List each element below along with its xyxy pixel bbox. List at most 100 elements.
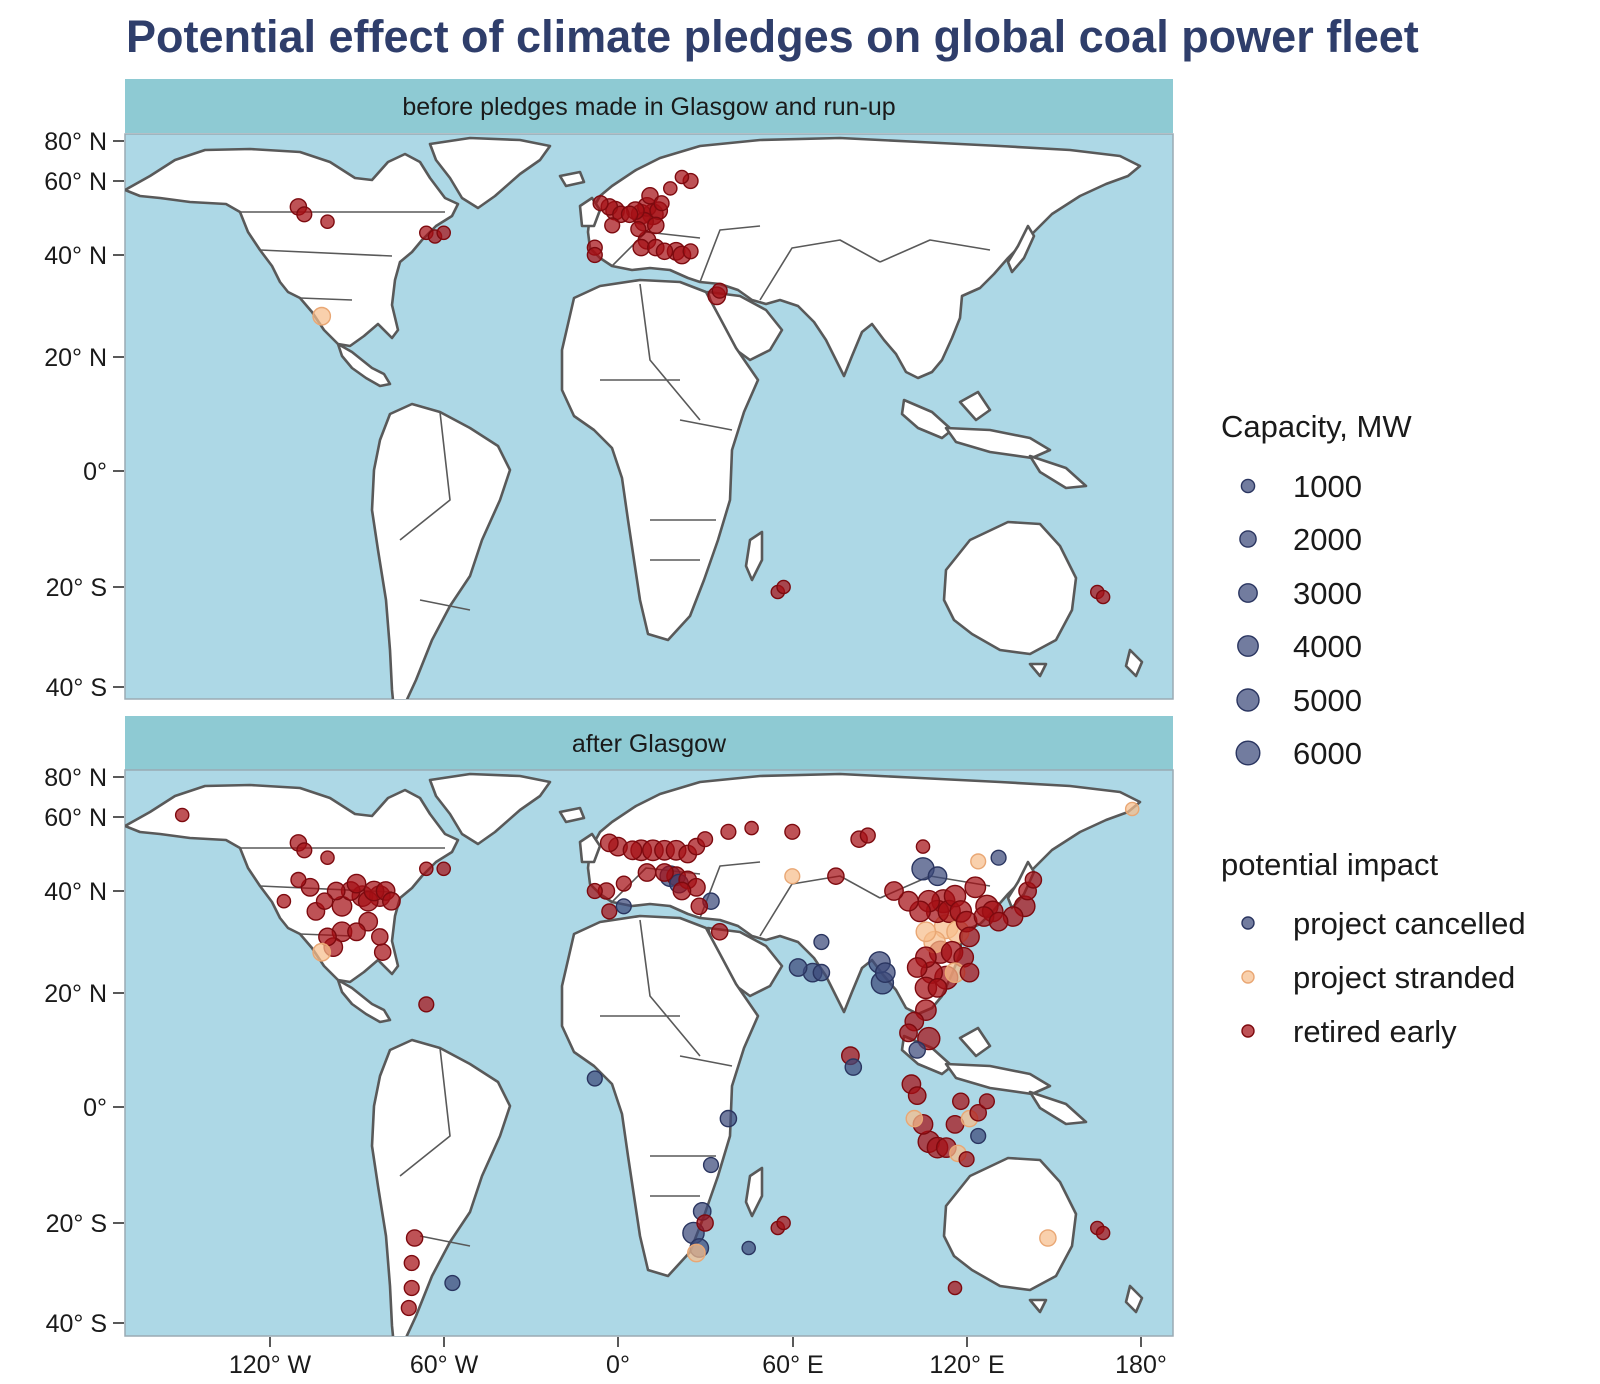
plant-point-retired-early (674, 169, 690, 185)
lat-label: 20° S (46, 1210, 107, 1238)
plant-point-project-stranded (687, 1243, 706, 1263)
points-after (174, 801, 1140, 1317)
legend-impact-label: project cancelled (1293, 906, 1526, 941)
strip-before (125, 79, 1173, 133)
lat-label: 80° N (44, 764, 107, 792)
plant-point-retired-early (381, 891, 401, 911)
lon-label: 60° E (762, 1351, 823, 1379)
plant-point-retired-early (630, 221, 647, 238)
lon-label: 60° W (410, 1351, 479, 1379)
plant-point-project-stranded (784, 868, 801, 885)
plant-point-retired-early (959, 962, 980, 983)
plant-point-project-stranded (905, 1109, 924, 1128)
plant-point-retired-early (296, 206, 313, 223)
lat-label: 40° N (44, 242, 107, 270)
legend-capacity: Capacity, MW 1000 2000 3000 4000 5000 60… (1221, 409, 1412, 771)
plant-point-retired-early (859, 827, 876, 844)
plant-point-retired-early (599, 833, 619, 853)
legend-capacity-label: 5000 (1293, 683, 1362, 718)
plant-point-retired-early (711, 282, 728, 299)
plant-point-retired-early (320, 214, 335, 229)
plant-point-retired-early (672, 881, 692, 901)
plant-point-retired-early (899, 1023, 918, 1043)
lat-label: 60° N (44, 168, 107, 196)
lon-label: 120° W (229, 1351, 312, 1379)
plant-point-project-stranded (970, 853, 987, 870)
plant-point-project-cancelled (908, 1041, 927, 1059)
plant-point-project-stranded (312, 306, 332, 326)
plant-point-retired-early (604, 217, 621, 234)
plant-point-retired-early (927, 978, 948, 998)
legend-size-swatch (1235, 740, 1261, 766)
legend-impact-label: project stranded (1293, 960, 1515, 995)
plant-point-retired-early (784, 823, 801, 840)
legend-impact-title: potential impact (1221, 847, 1439, 882)
plant-point-retired-early (898, 890, 919, 912)
plant-point-project-cancelled (741, 1240, 757, 1256)
legend-capacity-title: Capacity, MW (1221, 409, 1412, 444)
legend-capacity-label: 3000 (1293, 576, 1362, 611)
legend-size-swatch (1236, 688, 1260, 712)
plant-point-retired-early (418, 861, 434, 877)
plant-point-retired-early (373, 943, 392, 962)
plant-point-retired-early (586, 246, 603, 264)
legend-capacity-label: 2000 (1293, 522, 1362, 557)
plant-point-retired-early (592, 195, 609, 212)
plant-point-retired-early (655, 863, 674, 882)
legend-impact-swatch (1241, 1024, 1255, 1038)
plant-point-retired-early (710, 923, 729, 941)
plant-point-retired-early (370, 928, 389, 946)
plant-point-retired-early (296, 842, 313, 859)
plant-point-retired-early (663, 181, 678, 196)
plant-point-retired-early (1095, 589, 1111, 605)
chart-title: Potential effect of climate pledges on g… (126, 11, 1419, 62)
plant-point-retired-early (290, 871, 307, 889)
plant-point-retired-early (641, 186, 659, 205)
plant-point-retired-early (620, 205, 639, 224)
plant-point-retired-early (959, 926, 980, 948)
plant-point-retired-early (744, 820, 759, 836)
panel-after: after Glasgow (124, 716, 1174, 1337)
plant-point-retired-early (315, 892, 334, 911)
points-before (289, 169, 1111, 605)
lat-label: 20° S (46, 574, 107, 602)
legend-size-swatch (1237, 635, 1259, 657)
plant-point-retired-early (655, 242, 674, 261)
plant-point-retired-early (906, 957, 928, 978)
plant-point-retired-early (405, 1229, 424, 1247)
panel-before: before pledges made in Glasgow and run-u… (124, 79, 1174, 700)
plant-point-retired-early (947, 1280, 963, 1296)
plant-point-project-stranded (915, 921, 937, 943)
lon-label: 180° (1115, 1351, 1167, 1379)
plant-point-project-stranded (1039, 1229, 1057, 1247)
plant-point-project-cancelled (719, 1109, 738, 1128)
plant-point-retired-early (682, 243, 699, 260)
plant-point-project-cancelled (702, 1156, 720, 1174)
plant-point-project-cancelled (586, 1070, 603, 1087)
plant-point-retired-early (615, 875, 632, 892)
plant-point-retired-early (320, 850, 335, 866)
strip-after (125, 716, 1173, 770)
plant-point-retired-early (326, 881, 346, 901)
plant-point-project-cancelled (990, 849, 1007, 866)
plant-point-retired-early (696, 831, 714, 848)
legend-capacity-label: 1000 (1293, 469, 1362, 504)
legend-size-swatch (1238, 583, 1258, 603)
plant-point-retired-early (601, 903, 618, 920)
plant-point-retired-early (436, 225, 452, 241)
lat-label: 40° S (46, 674, 107, 702)
lat-label: 20° N (44, 980, 107, 1008)
plant-point-retired-early (696, 1214, 714, 1232)
strip-label-after: after Glasgow (572, 730, 727, 758)
plant-point-retired-early (400, 1299, 417, 1317)
plant-point-retired-early (637, 863, 657, 882)
plant-point-retired-early (720, 823, 737, 840)
plant-point-retired-early (907, 1086, 927, 1106)
plant-point-retired-early (988, 911, 1009, 932)
legend-size-swatch (1240, 478, 1256, 494)
plant-point-project-cancelled (788, 958, 808, 977)
plant-point-retired-early (827, 867, 845, 886)
lat-label: 40° S (46, 1310, 107, 1338)
lat-label: 0° (83, 1094, 107, 1122)
